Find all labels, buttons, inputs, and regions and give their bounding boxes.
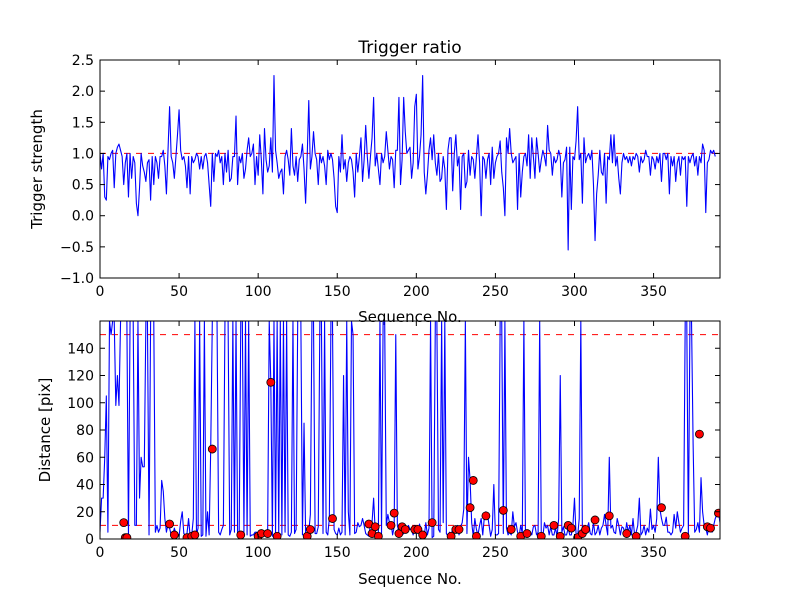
- chart-title: Trigger ratio: [357, 38, 461, 58]
- bottom-chart: 0 50 100 150 200 250 300 350020406080100120140 …: [36, 320, 721, 588]
- bottom-data-marker: [549, 520, 559, 530]
- bottom-data-marker: [305, 525, 315, 534]
- bottom-x-tick-label: 300: [561, 545, 588, 561]
- top-series-line: [100, 75, 716, 251]
- top-y-tick-label: −1.0: [60, 271, 94, 287]
- top-y-tick-label: −0.5: [60, 240, 94, 256]
- top-y-axis-label: Trigger strength: [28, 109, 46, 230]
- bottom-x-tick-label: 350: [640, 545, 667, 561]
- bottom-data-marker: [413, 525, 423, 534]
- bottom-x-tick-label: 150: [324, 545, 351, 561]
- bottom-data-marker: [468, 476, 478, 485]
- top-y-tick-label: 0.5: [72, 178, 94, 194]
- bottom-data-marker: [706, 523, 715, 533]
- bottom-data-marker: [427, 518, 437, 528]
- bottom-data-marker: [566, 523, 576, 533]
- bottom-data-marker: [498, 505, 508, 515]
- top-x-tick-label: 250: [482, 284, 509, 300]
- bottom-data-marker: [263, 529, 273, 538]
- bottom-data-marker: [386, 520, 396, 530]
- top-y-tick-label: 1.0: [72, 146, 94, 162]
- top-chart: Trigger ratio 0 50 100 150 200 250 300 350 −1.0 −…: [28, 38, 721, 326]
- bottom-data-marker: [714, 508, 720, 518]
- bottom-data-marker: [465, 503, 475, 513]
- top-x-tick-label: 350: [640, 284, 667, 300]
- bottom-data-marker: [119, 518, 129, 528]
- top-x-axis-label: Sequence No.: [358, 308, 462, 326]
- top-y-tick-label: 1.5: [72, 115, 94, 131]
- bottom-x-tick-label: 200: [403, 545, 430, 561]
- bottom-y-tick-label: 100: [67, 396, 94, 412]
- bottom-markers: [119, 377, 720, 539]
- bottom-data-marker: [122, 533, 132, 539]
- bottom-data-marker: [165, 519, 174, 529]
- bottom-data-marker: [581, 525, 590, 534]
- bottom-x-tick-label: 100: [245, 545, 272, 561]
- bottom-data-marker: [680, 531, 690, 539]
- bottom-axes-frame: [99, 320, 721, 540]
- bottom-data-marker: [657, 503, 666, 513]
- bottom-data-marker: [266, 377, 276, 387]
- bottom-y-axis-label: Distance [pix]: [36, 378, 54, 483]
- top-y-tick-label: 2.5: [72, 53, 94, 69]
- bottom-y-tick-label: 20: [76, 505, 94, 521]
- bottom-y-tick-label: 60: [76, 450, 94, 466]
- bottom-data-marker: [631, 531, 641, 539]
- top-x-tick-label: 150: [324, 284, 351, 300]
- bottom-data-marker: [695, 429, 704, 439]
- bottom-data-marker: [328, 514, 337, 523]
- top-x-tick-label: 50: [170, 284, 188, 300]
- bottom-data-marker: [472, 531, 481, 539]
- top-x-tick-label: 300: [561, 284, 588, 300]
- bottom-data-marker: [446, 531, 456, 539]
- bottom-plot-area: [100, 321, 720, 539]
- bottom-data-marker: [389, 508, 399, 518]
- bottom-data-marker: [506, 525, 516, 534]
- bottom-y-tick-label: 120: [67, 369, 94, 385]
- bottom-data-marker: [236, 530, 246, 539]
- bottom-data-marker: [418, 530, 428, 539]
- bottom-data-marker: [481, 511, 491, 521]
- top-y-tick-label: 0.0: [72, 209, 94, 225]
- bottom-y-tick-label: 140: [67, 341, 94, 357]
- bottom-x-tick-label: 50: [170, 545, 188, 561]
- top-axes-frame: [99, 59, 721, 279]
- bottom-data-marker: [373, 531, 383, 539]
- top-ticks: 0 50 100 150 200 250 300 350 −1.0 −0.5 0.0 0.5 1.0 1.…: [60, 53, 720, 300]
- bottom-series-line: [100, 321, 720, 539]
- bottom-data-marker: [169, 530, 179, 539]
- bottom-data-marker: [454, 525, 464, 534]
- bottom-data-marker: [207, 444, 217, 454]
- top-x-tick-label: 0: [96, 284, 105, 300]
- bottom-y-tick-label: 0: [85, 532, 94, 548]
- bottom-data-marker: [190, 530, 200, 539]
- bottom-data-marker: [622, 529, 632, 538]
- bottom-data-marker: [536, 531, 546, 539]
- top-x-tick-label: 100: [245, 284, 272, 300]
- bottom-y-tick-label: 40: [76, 478, 94, 494]
- bottom-data-marker: [370, 522, 380, 532]
- bottom-data-marker: [522, 529, 532, 538]
- bottom-x-axis-label: Sequence No.: [358, 570, 462, 588]
- top-y-tick-label: 2.0: [72, 84, 94, 100]
- bottom-data-marker: [555, 531, 565, 539]
- top-plot-area: [100, 75, 720, 251]
- bottom-data-marker: [272, 531, 282, 539]
- bottom-data-marker: [604, 511, 614, 521]
- bottom-ticks: 0 50 100 150 200 250 300 350 0 20 40 60 80 100 120 140: [67, 321, 720, 561]
- bottom-data-marker: [590, 515, 600, 525]
- bottom-y-tick-label: 80: [76, 423, 94, 439]
- bottom-x-tick-label: 0: [96, 545, 105, 561]
- top-x-tick-label: 200: [403, 284, 430, 300]
- bottom-data-marker: [400, 525, 410, 534]
- bottom-x-tick-label: 250: [482, 545, 509, 561]
